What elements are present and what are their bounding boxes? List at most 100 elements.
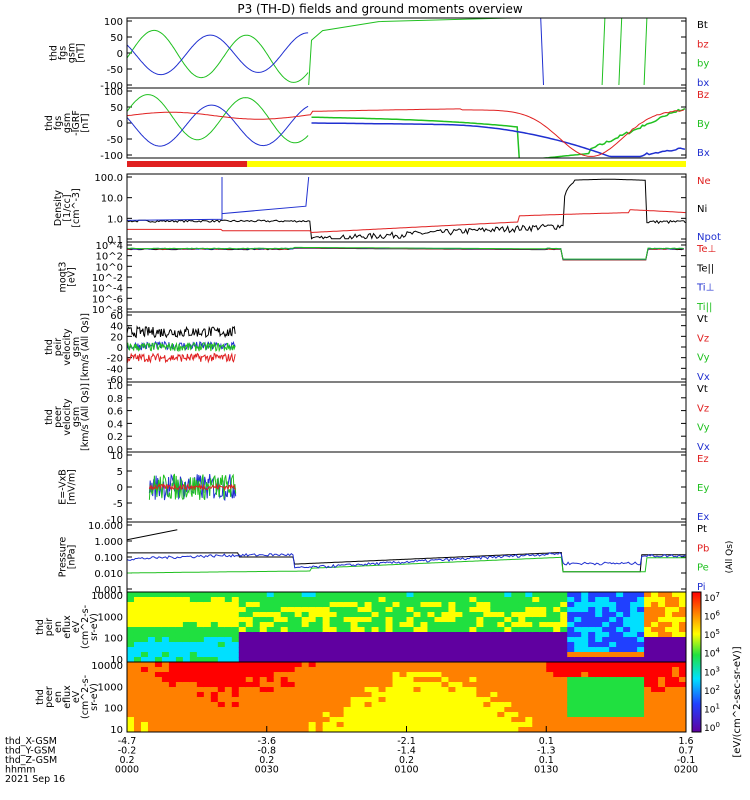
spec-cell <box>630 612 638 618</box>
spec-cell <box>602 602 610 608</box>
spec-cell <box>497 717 505 723</box>
spec-cell <box>196 627 205 633</box>
spec-cell <box>273 632 282 638</box>
ytick-label: 0 <box>117 119 123 130</box>
spec-cell <box>448 622 457 628</box>
spec-cell <box>315 717 324 723</box>
spec-cell <box>511 717 519 723</box>
spec-cell <box>623 672 631 678</box>
spec-cell <box>665 647 673 653</box>
spec-cell <box>511 682 519 688</box>
spec-cell <box>455 717 463 723</box>
spec-cell <box>553 612 561 618</box>
spec-cell <box>364 612 373 618</box>
spec-cell <box>504 697 512 703</box>
spec-cell <box>357 682 366 688</box>
spec-cell <box>651 637 659 643</box>
spec-cell <box>434 697 443 703</box>
spec-cell <box>259 652 268 658</box>
ytick-label: 0.6 <box>107 407 123 418</box>
spec-cell <box>609 727 617 732</box>
spec-cell <box>378 697 387 703</box>
series-Ni <box>127 178 686 240</box>
spec-cell <box>476 592 484 598</box>
spec-cell <box>567 617 575 623</box>
spec-cell <box>413 712 422 718</box>
spec-cell <box>539 662 547 668</box>
spec-cell <box>280 677 289 683</box>
spec-cell <box>294 717 303 723</box>
spec-cell <box>371 597 380 603</box>
spec-cell <box>203 697 212 703</box>
spec-cell <box>161 687 170 693</box>
spec-cell <box>483 682 491 688</box>
spec-cell <box>280 712 289 718</box>
spec-cell <box>518 632 526 638</box>
legend-vt: Vt <box>697 384 708 395</box>
spec-cell <box>420 682 429 688</box>
spec-cell <box>301 627 310 633</box>
spec-cell <box>476 652 484 658</box>
spec-cell <box>630 662 638 668</box>
spec-cell <box>308 692 317 698</box>
spec-cell <box>245 692 254 698</box>
spec-cell <box>637 662 645 668</box>
spec-cell <box>525 632 533 638</box>
spec-cell <box>259 672 268 678</box>
spec-cell <box>497 652 505 658</box>
spec-cell <box>651 727 659 732</box>
spec-cell <box>651 722 659 728</box>
spec-cell <box>273 662 282 668</box>
spec-cell <box>434 632 443 638</box>
spec-cell <box>168 717 177 723</box>
spec-cell <box>616 612 624 618</box>
spec-cell <box>315 597 324 603</box>
spec-cell <box>658 707 666 713</box>
spec-cell <box>175 662 184 668</box>
spec-cell <box>357 647 366 653</box>
spec-cell <box>406 687 415 693</box>
series-Bz <box>127 108 684 157</box>
spec-cell <box>665 632 673 638</box>
spec-cell <box>385 637 394 643</box>
spec-cell <box>448 637 457 643</box>
spec-cell <box>553 717 561 723</box>
spec-cell <box>127 672 135 678</box>
spec-cell <box>406 612 415 618</box>
spec-cell <box>441 682 450 688</box>
spec-cell <box>315 637 324 643</box>
ylabel-line: en <box>53 691 64 703</box>
spec-cell <box>462 682 470 688</box>
spec-cell <box>168 617 177 623</box>
spec-cell <box>154 637 163 643</box>
spec-cell <box>350 627 359 633</box>
ytick-label: 10 <box>110 451 123 462</box>
spec-cell <box>406 592 415 598</box>
spec-cell <box>665 702 673 708</box>
spec-cell <box>364 722 373 728</box>
spec-cell <box>378 602 387 608</box>
spec-cell <box>448 662 457 668</box>
ytick-label: 0.2 <box>107 432 123 443</box>
spec-cell <box>420 687 429 693</box>
spec-cell <box>336 712 345 718</box>
spec-cell <box>448 597 457 603</box>
spec-cell <box>441 727 450 732</box>
spec-cell <box>644 652 652 658</box>
spec-cell <box>287 707 296 713</box>
spec-cell <box>203 622 212 628</box>
spec-cell <box>406 652 415 658</box>
spec-cell <box>553 662 561 668</box>
spec-cell <box>581 717 589 723</box>
spec-cell <box>203 687 212 693</box>
spec-cell <box>658 632 666 638</box>
spec-cell <box>182 722 191 728</box>
spec-cell <box>553 622 561 628</box>
spec-cell <box>483 647 491 653</box>
spec-cell <box>602 657 610 662</box>
spec-cell <box>364 602 373 608</box>
spec-cell <box>378 652 387 658</box>
spec-cell <box>637 627 645 633</box>
legend-pt: Pt <box>697 524 707 535</box>
spec-cell <box>203 667 212 673</box>
